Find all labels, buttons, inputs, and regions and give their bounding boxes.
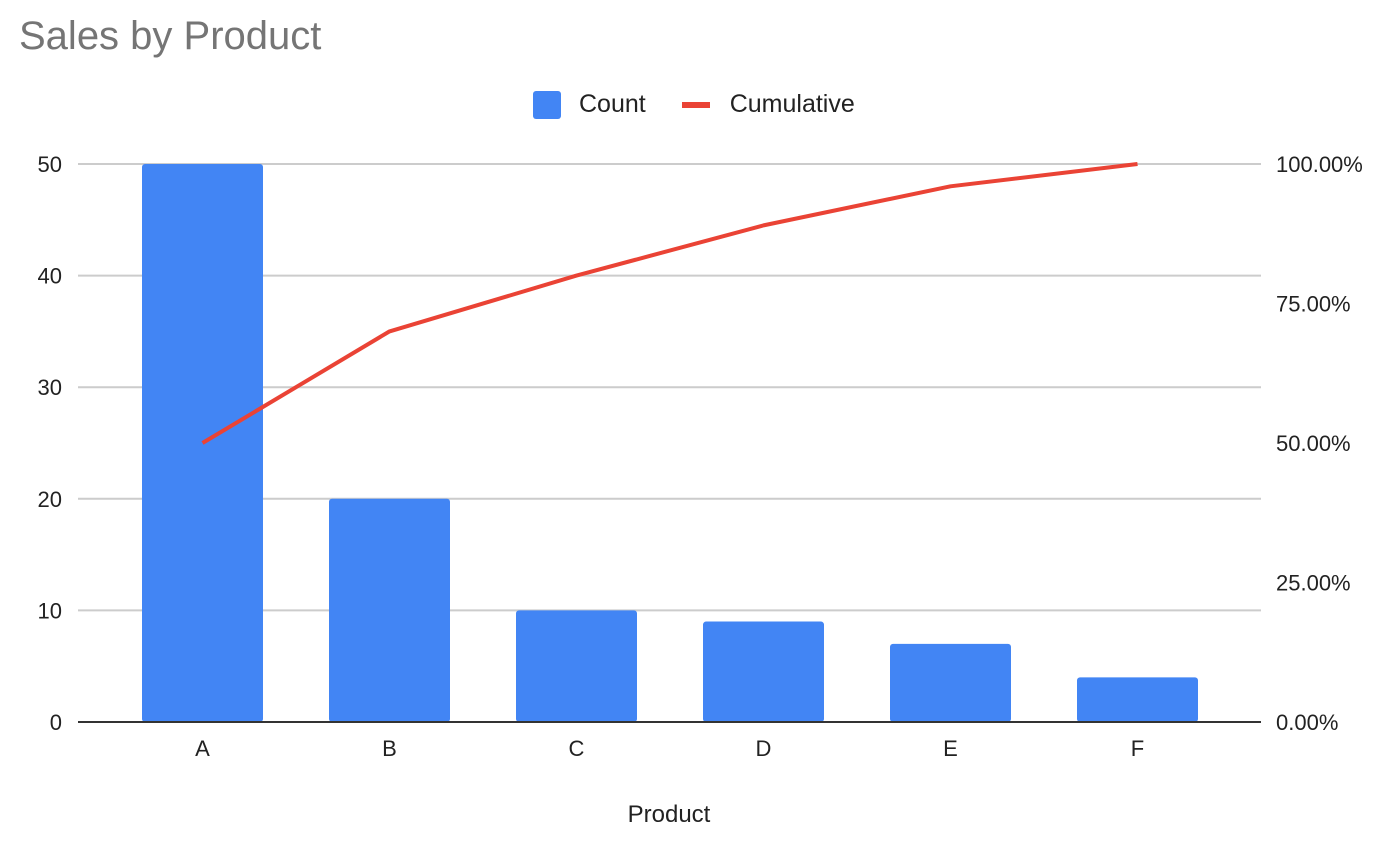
- gridlines: [78, 163, 1261, 612]
- legend: Count Cumulative: [533, 90, 855, 119]
- y-tick-label: 20: [38, 487, 62, 512]
- bar[interactable]: [890, 643, 1011, 722]
- x-axis-title: Product: [628, 801, 711, 828]
- bar-series-count: [142, 164, 1198, 722]
- axes: 0 10 20 30 40 50 0.00% 25.00% 50.00% 75.00% 100.00…: [38, 152, 1363, 761]
- y-tick-label: 40: [38, 264, 62, 289]
- y2-tick-label: 25.00%: [1276, 571, 1351, 596]
- y2-tick-label: 0.00%: [1276, 710, 1338, 735]
- y2-tick-label: 75.00%: [1276, 292, 1351, 317]
- bar-swatch-icon: [533, 90, 561, 119]
- line-swatch-icon: [681, 101, 710, 108]
- y-tick-label: 50: [38, 152, 62, 177]
- line-series-cumulative: [201, 162, 1138, 445]
- y-tick-label: 10: [38, 598, 62, 623]
- y2-tick-label: 100.00%: [1276, 152, 1363, 177]
- legend-item-cumulative[interactable]: Cumulative: [646, 90, 855, 119]
- bar[interactable]: [1077, 677, 1198, 722]
- chart-title: Sales by Product: [19, 14, 322, 58]
- bar[interactable]: [703, 621, 824, 722]
- x-tick-label: A: [195, 736, 210, 761]
- legend-label-count: Count: [579, 90, 646, 118]
- y2-tick-label: 50.00%: [1276, 431, 1351, 456]
- bar[interactable]: [516, 610, 637, 722]
- y-tick-label: 30: [38, 375, 62, 400]
- x-tick-label: D: [756, 736, 772, 761]
- x-tick-label: F: [1131, 736, 1144, 761]
- legend-item-count[interactable]: Count: [533, 90, 646, 119]
- x-tick-label: C: [569, 736, 585, 761]
- bar[interactable]: [329, 498, 450, 722]
- x-tick-label: B: [382, 736, 397, 761]
- legend-label-cumulative: Cumulative: [729, 90, 855, 118]
- x-tick-label: E: [943, 736, 958, 761]
- y-tick-label: 0: [50, 710, 62, 735]
- cumulative-line[interactable]: [201, 162, 1138, 445]
